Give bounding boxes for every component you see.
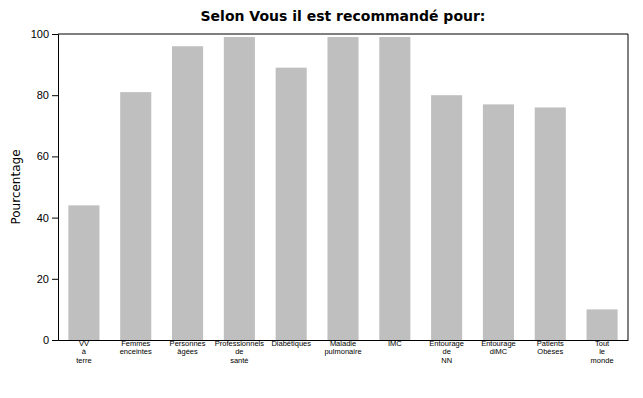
x-tick-label-line: monde xyxy=(591,356,614,365)
x-tick-label-line: NN xyxy=(441,356,452,365)
x-tick: EntouragedeNN xyxy=(429,339,464,365)
x-axis: VVàterre Femmesenceintes Personnesâgées Pro… xyxy=(59,339,629,365)
bar xyxy=(68,205,99,340)
x-tick-label-line: Diabétiques xyxy=(271,339,311,348)
x-tick-label-line: terre xyxy=(76,356,91,365)
bar xyxy=(120,92,151,340)
chart-container: 0 20 40 60 80 100 VVàterre Femmesenceintes Perso… xyxy=(0,0,643,398)
y-tick-mark xyxy=(52,218,58,219)
x-tick-label: Personnesâgées xyxy=(170,339,206,356)
x-tick-label: PatientsObèses xyxy=(537,339,564,356)
y-tick-label: 60 xyxy=(37,150,49,162)
x-tick-label-line: Obèses xyxy=(537,347,563,356)
x-tick-label: Toutlemonde xyxy=(591,339,614,365)
x-tick-label-line: diMC xyxy=(490,347,508,356)
x-tick: Femmesenceintes xyxy=(120,339,152,356)
x-tick-label: Professionnelsdesanté xyxy=(215,339,264,365)
y-tick: 100 xyxy=(31,28,58,40)
x-tick: Diabétiques xyxy=(271,339,311,348)
x-tick-label-line: IMC xyxy=(388,339,402,348)
bar xyxy=(172,46,203,340)
plot: 0 20 40 60 80 100 VVàterre Femmesenceintes Perso… xyxy=(31,28,629,364)
x-tick-label: EntouragediMC xyxy=(481,339,516,356)
frame-top xyxy=(58,34,628,35)
y-tick-label: 0 xyxy=(43,334,49,346)
x-tick: VVàterre xyxy=(76,339,91,365)
y-tick-label: 20 xyxy=(37,273,49,285)
x-tick: PatientsObèses xyxy=(537,339,564,356)
y-tick-mark xyxy=(52,95,58,96)
y-tick: 60 xyxy=(37,150,58,162)
x-tick-label: EntouragedeNN xyxy=(429,339,464,365)
x-tick: Professionnelsdesanté xyxy=(215,339,264,365)
bar xyxy=(535,107,566,340)
x-tick-label: Femmesenceintes xyxy=(120,339,152,356)
y-tick-mark xyxy=(52,156,58,157)
y-tick-mark xyxy=(52,340,58,341)
y-axis-title: Pourcentage xyxy=(9,149,23,224)
y-tick-label: 40 xyxy=(37,212,49,224)
x-tick: Toutlemonde xyxy=(591,339,614,365)
x-tick-label-line: pulmonaire xyxy=(324,347,361,356)
x-tick: IMC xyxy=(388,339,402,348)
y-tick: 80 xyxy=(37,89,58,101)
y-tick-label: 100 xyxy=(31,28,49,40)
x-tick-label: Maladiepulmonaire xyxy=(324,339,361,356)
bars xyxy=(68,37,617,340)
bar xyxy=(431,95,462,340)
y-axis-line xyxy=(52,35,59,341)
x-tick-label-line: enceintes xyxy=(120,347,152,356)
y-tick: 0 xyxy=(43,334,58,346)
bar xyxy=(224,37,255,340)
y-tick-mark xyxy=(52,34,58,35)
x-tick-label: Diabétiques xyxy=(271,339,311,348)
chart-svg: 0 20 40 60 80 100 VVàterre Femmesenceintes Perso… xyxy=(0,0,643,398)
x-tick-label: VVàterre xyxy=(76,339,91,365)
bar xyxy=(379,37,410,340)
y-tick-label: 80 xyxy=(37,89,49,101)
x-tick-label-line: âgées xyxy=(177,347,198,356)
title: Selon Vous il est recommandé pour: xyxy=(201,8,486,24)
y-tick: 20 xyxy=(37,273,58,285)
x-tick: Maladiepulmonaire xyxy=(324,339,361,356)
y-axis: 0 20 40 60 80 100 xyxy=(31,28,59,346)
y-tick-mark xyxy=(52,279,58,280)
x-tick-label-line: santé xyxy=(230,356,248,365)
x-tick-label: IMC xyxy=(388,339,402,348)
frame-right xyxy=(628,34,629,340)
bar xyxy=(483,104,514,340)
bar xyxy=(276,68,307,340)
x-tick: Personnesâgées xyxy=(170,339,206,356)
x-tick: EntouragediMC xyxy=(481,339,516,356)
bar xyxy=(327,37,358,340)
bar xyxy=(587,309,618,340)
y-tick: 40 xyxy=(37,212,58,224)
